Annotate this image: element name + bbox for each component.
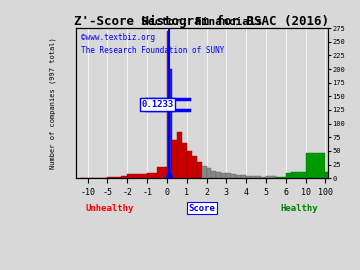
Bar <box>121 176 127 178</box>
Bar <box>114 177 121 178</box>
Bar <box>221 173 226 178</box>
Text: The Research Foundation of SUNY: The Research Foundation of SUNY <box>81 46 224 55</box>
Bar <box>147 173 157 178</box>
Bar <box>127 174 147 178</box>
Bar <box>261 177 266 178</box>
Bar <box>207 168 211 178</box>
Bar <box>202 166 207 178</box>
Bar <box>167 31 169 178</box>
Text: ©www.textbiz.org: ©www.textbiz.org <box>81 33 155 42</box>
Text: Score: Score <box>189 204 215 213</box>
Text: Healthy: Healthy <box>280 204 318 213</box>
Title: Z'-Score Histogram for BSAC (2016): Z'-Score Histogram for BSAC (2016) <box>75 15 329 28</box>
Bar <box>251 176 256 178</box>
Bar <box>291 172 306 178</box>
Bar <box>182 143 187 178</box>
Bar <box>172 140 177 178</box>
Bar <box>246 176 251 178</box>
Bar <box>216 172 221 178</box>
Bar <box>256 176 261 178</box>
Bar <box>157 167 167 178</box>
Bar <box>286 173 291 178</box>
Bar <box>177 132 182 178</box>
Bar <box>108 177 114 178</box>
Bar <box>276 177 286 178</box>
Text: Unhealthy: Unhealthy <box>86 204 134 213</box>
Bar <box>197 162 202 178</box>
Bar <box>325 172 328 178</box>
Bar <box>231 174 236 178</box>
Text: Sector: Financials: Sector: Financials <box>141 16 263 26</box>
Text: Number of companies (997 total): Number of companies (997 total) <box>50 37 56 169</box>
Text: 0.1233: 0.1233 <box>141 100 174 109</box>
Bar <box>306 153 325 178</box>
Bar <box>236 175 241 178</box>
Bar <box>266 176 276 178</box>
Bar <box>211 171 216 178</box>
Bar <box>241 175 246 178</box>
Bar <box>169 69 172 178</box>
Bar <box>192 156 197 178</box>
Bar <box>187 151 192 178</box>
Bar <box>226 173 231 178</box>
